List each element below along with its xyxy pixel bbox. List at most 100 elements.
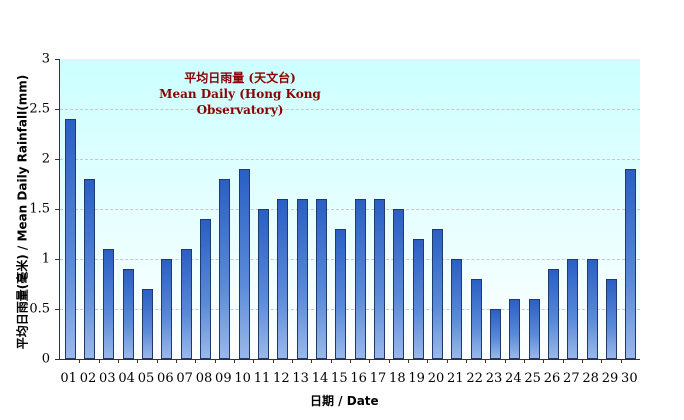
y-tick-label: 1 xyxy=(41,251,50,267)
x-tick-label: 30 xyxy=(621,371,638,386)
x-tick xyxy=(272,359,274,363)
x-tick xyxy=(524,359,525,363)
bar-day-29 xyxy=(606,279,617,359)
gridline xyxy=(60,109,640,110)
bar-day-18 xyxy=(393,209,405,359)
chart-subtitle: Mean Daily (Hong Kong Observatory) xyxy=(159,87,321,117)
y-tick xyxy=(55,259,60,260)
x-tick-label: 10 xyxy=(234,371,251,386)
y-tick xyxy=(55,159,60,160)
x-tick xyxy=(176,359,177,363)
bar-day-26 xyxy=(548,269,559,359)
bar-day-02 xyxy=(84,179,95,359)
x-tick xyxy=(485,359,487,363)
bar-day-09 xyxy=(219,179,231,359)
x-tick-label: 22 xyxy=(466,371,483,386)
chart-title: 平均日雨量 (天文台) xyxy=(184,71,296,85)
x-tick xyxy=(195,359,197,363)
bar-day-25 xyxy=(528,299,540,359)
gridline xyxy=(60,209,640,210)
x-tick-label: 08 xyxy=(195,371,213,386)
x-tick-label: 12 xyxy=(273,371,290,386)
gridline xyxy=(60,259,640,260)
bar-day-10 xyxy=(238,169,250,359)
x-tick xyxy=(562,359,564,363)
bar-day-27 xyxy=(567,259,579,359)
y-tick xyxy=(55,209,60,210)
bar-day-20 xyxy=(432,229,443,359)
y-tick xyxy=(55,309,60,310)
x-tick xyxy=(601,359,603,363)
x-tick-label: 04 xyxy=(118,371,135,386)
bar-day-08 xyxy=(200,219,211,359)
x-tick xyxy=(582,359,583,363)
x-tick-label: 02 xyxy=(79,371,97,386)
x-tick-label: 14 xyxy=(311,371,329,386)
x-tick xyxy=(311,359,313,363)
x-tick xyxy=(620,359,622,363)
bar-day-04 xyxy=(122,269,134,359)
bar-day-05 xyxy=(142,289,153,359)
x-tick-label: 29 xyxy=(601,371,619,386)
x-tick xyxy=(446,359,448,363)
bar-day-06 xyxy=(161,259,173,359)
x-tick-label: 20 xyxy=(427,371,445,386)
y-tick-label: 2 xyxy=(41,151,50,167)
x-tick xyxy=(79,359,81,363)
x-axis-title: 日期 / Date xyxy=(310,394,379,408)
y-tick xyxy=(55,59,60,60)
y-tick-label: 2.5 xyxy=(29,101,50,117)
gridline xyxy=(60,159,640,160)
x-tick-label: 23 xyxy=(485,371,503,386)
y-tick xyxy=(55,109,60,110)
bar-day-14 xyxy=(316,199,327,359)
x-tick-label: 27 xyxy=(563,371,580,386)
bar-day-15 xyxy=(335,229,347,359)
x-tick-label: 18 xyxy=(389,371,406,386)
x-tick xyxy=(369,359,371,363)
x-tick-label: 07 xyxy=(176,371,193,386)
plot-area xyxy=(55,59,640,363)
bar-day-19 xyxy=(412,239,424,359)
bar-day-13 xyxy=(296,199,308,359)
x-tick xyxy=(408,359,409,363)
gridline xyxy=(60,309,640,310)
bar-day-01 xyxy=(64,119,76,359)
y-tick-label: 0 xyxy=(41,351,50,367)
x-tick xyxy=(253,359,255,363)
x-tick xyxy=(292,359,293,363)
x-tick-label: 05 xyxy=(137,371,155,386)
x-tick xyxy=(350,359,351,363)
bar-day-11 xyxy=(258,209,269,359)
x-tick xyxy=(466,359,467,363)
x-tick xyxy=(118,359,119,363)
bar-day-16 xyxy=(354,199,366,359)
bar-day-22 xyxy=(470,279,482,359)
y-tick-label: 0.5 xyxy=(29,301,50,317)
x-tick xyxy=(98,359,100,363)
x-tick xyxy=(214,359,216,363)
bar-day-12 xyxy=(277,199,289,359)
bar-day-03 xyxy=(103,249,115,359)
x-tick-label: 11 xyxy=(253,371,271,386)
y-tick-label: 3 xyxy=(41,51,50,67)
chart-title-block: 平均日雨量 (天文台) Mean Daily (Hong Kong Observ… xyxy=(130,70,350,118)
x-tick-label: 01 xyxy=(60,371,77,386)
x-tick-label: 09 xyxy=(215,371,232,386)
bar-day-30 xyxy=(625,169,637,359)
x-tick xyxy=(543,359,545,363)
bar-day-24 xyxy=(509,299,521,359)
x-tick-label: 17 xyxy=(369,371,387,386)
x-tick-label: 24 xyxy=(505,371,522,386)
x-tick-label: 25 xyxy=(524,371,541,386)
y-tick xyxy=(55,359,60,360)
x-tick xyxy=(156,359,158,363)
x-tick xyxy=(427,359,429,363)
y-tick-label: 1.5 xyxy=(29,201,50,217)
x-tick-label: 13 xyxy=(292,371,309,386)
x-tick-label: 21 xyxy=(447,371,464,386)
bar-day-17 xyxy=(374,199,385,359)
x-tick-label: 06 xyxy=(157,371,174,386)
x-tick-label: 26 xyxy=(543,371,561,386)
x-tick xyxy=(504,359,506,363)
